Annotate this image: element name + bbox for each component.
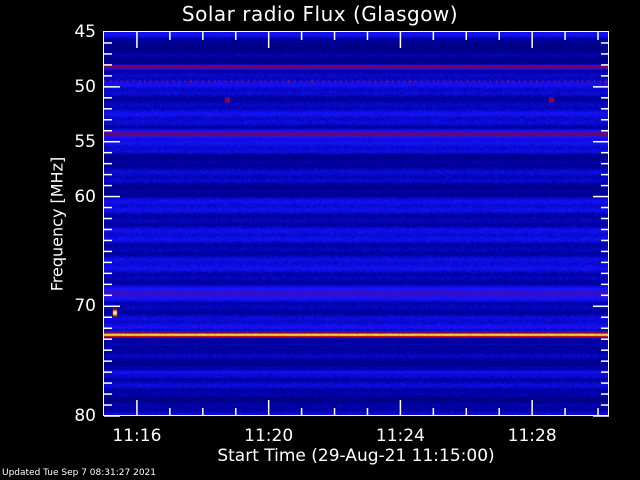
y-tick-label: 55 xyxy=(74,131,96,152)
y-tick-label: 70 xyxy=(74,296,96,317)
x-tick-label: 11:20 xyxy=(244,426,294,446)
spectrogram-heatmap xyxy=(104,32,609,416)
y-tick-label: 45 xyxy=(74,22,96,42)
x-tick-label: 11:16 xyxy=(112,426,162,446)
y-tick-label: 80 xyxy=(74,406,96,426)
y-axis-title: Frequency [MHz] xyxy=(47,156,67,292)
y-tick-label: 60 xyxy=(74,186,96,207)
chart-title: Solar radio Flux (Glasgow) xyxy=(181,2,459,26)
x-axis-title: Start Time (29-Aug-21 11:15:00) xyxy=(217,446,495,466)
y-tick-label: 50 xyxy=(74,76,96,97)
updated-timestamp: Updated Tue Sep 7 08:31:27 2021 xyxy=(2,468,156,478)
x-tick-label: 11:28 xyxy=(507,426,557,446)
x-tick-label: 11:24 xyxy=(375,426,425,446)
